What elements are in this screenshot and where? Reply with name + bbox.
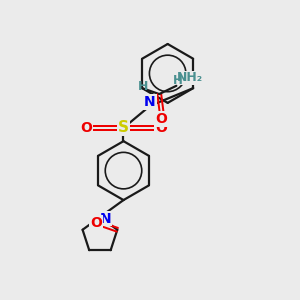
Text: S: S [118, 120, 129, 135]
Text: H: H [173, 74, 183, 87]
Text: O: O [80, 121, 92, 135]
Text: H: H [138, 80, 148, 93]
Text: O: O [156, 112, 167, 126]
Text: O: O [90, 216, 102, 230]
Text: N: N [99, 212, 111, 226]
Text: NH₂: NH₂ [177, 71, 203, 84]
Text: N: N [144, 95, 156, 109]
Text: O: O [155, 121, 167, 135]
